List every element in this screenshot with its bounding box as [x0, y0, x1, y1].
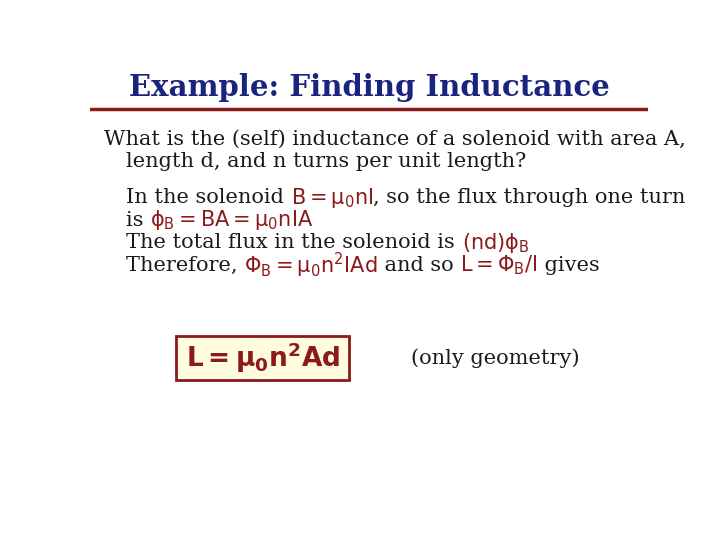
Text: (only geometry): (only geometry) — [411, 348, 580, 368]
FancyBboxPatch shape — [176, 336, 349, 380]
Text: $\mathregular{\Phi_B = \mu_0 n^2 IAd}$: $\mathregular{\Phi_B = \mu_0 n^2 IAd}$ — [244, 251, 378, 280]
Text: gives: gives — [538, 256, 599, 275]
Text: $\mathregular{L = \Phi_B/I}$: $\mathregular{L = \Phi_B/I}$ — [460, 253, 538, 277]
Text: Therefore,: Therefore, — [126, 256, 244, 275]
Text: $\mathbf{L = \mu_0 n^2 Ad}$: $\mathbf{L = \mu_0 n^2 Ad}$ — [186, 341, 340, 375]
Text: The total flux in the solenoid is: The total flux in the solenoid is — [126, 233, 462, 252]
Text: length d, and n turns per unit length?: length d, and n turns per unit length? — [126, 152, 526, 171]
Text: What is the (self) inductance of a solenoid with area A,: What is the (self) inductance of a solen… — [104, 130, 685, 149]
Text: is: is — [126, 211, 150, 230]
Text: Example: Finding Inductance: Example: Finding Inductance — [129, 73, 609, 102]
Text: and so: and so — [378, 256, 460, 275]
Text: $\mathregular{\phi_B = BA = \mu_0 nIA}$: $\mathregular{\phi_B = BA = \mu_0 nIA}$ — [150, 208, 314, 232]
Text: $\mathregular{(nd)\phi_B}$: $\mathregular{(nd)\phi_B}$ — [462, 231, 529, 255]
Text: In the solenoid: In the solenoid — [126, 188, 291, 207]
Text: , so the flux through one turn: , so the flux through one turn — [374, 188, 685, 207]
Text: $\mathregular{B = \mu_0 nI}$: $\mathregular{B = \mu_0 nI}$ — [291, 186, 374, 210]
